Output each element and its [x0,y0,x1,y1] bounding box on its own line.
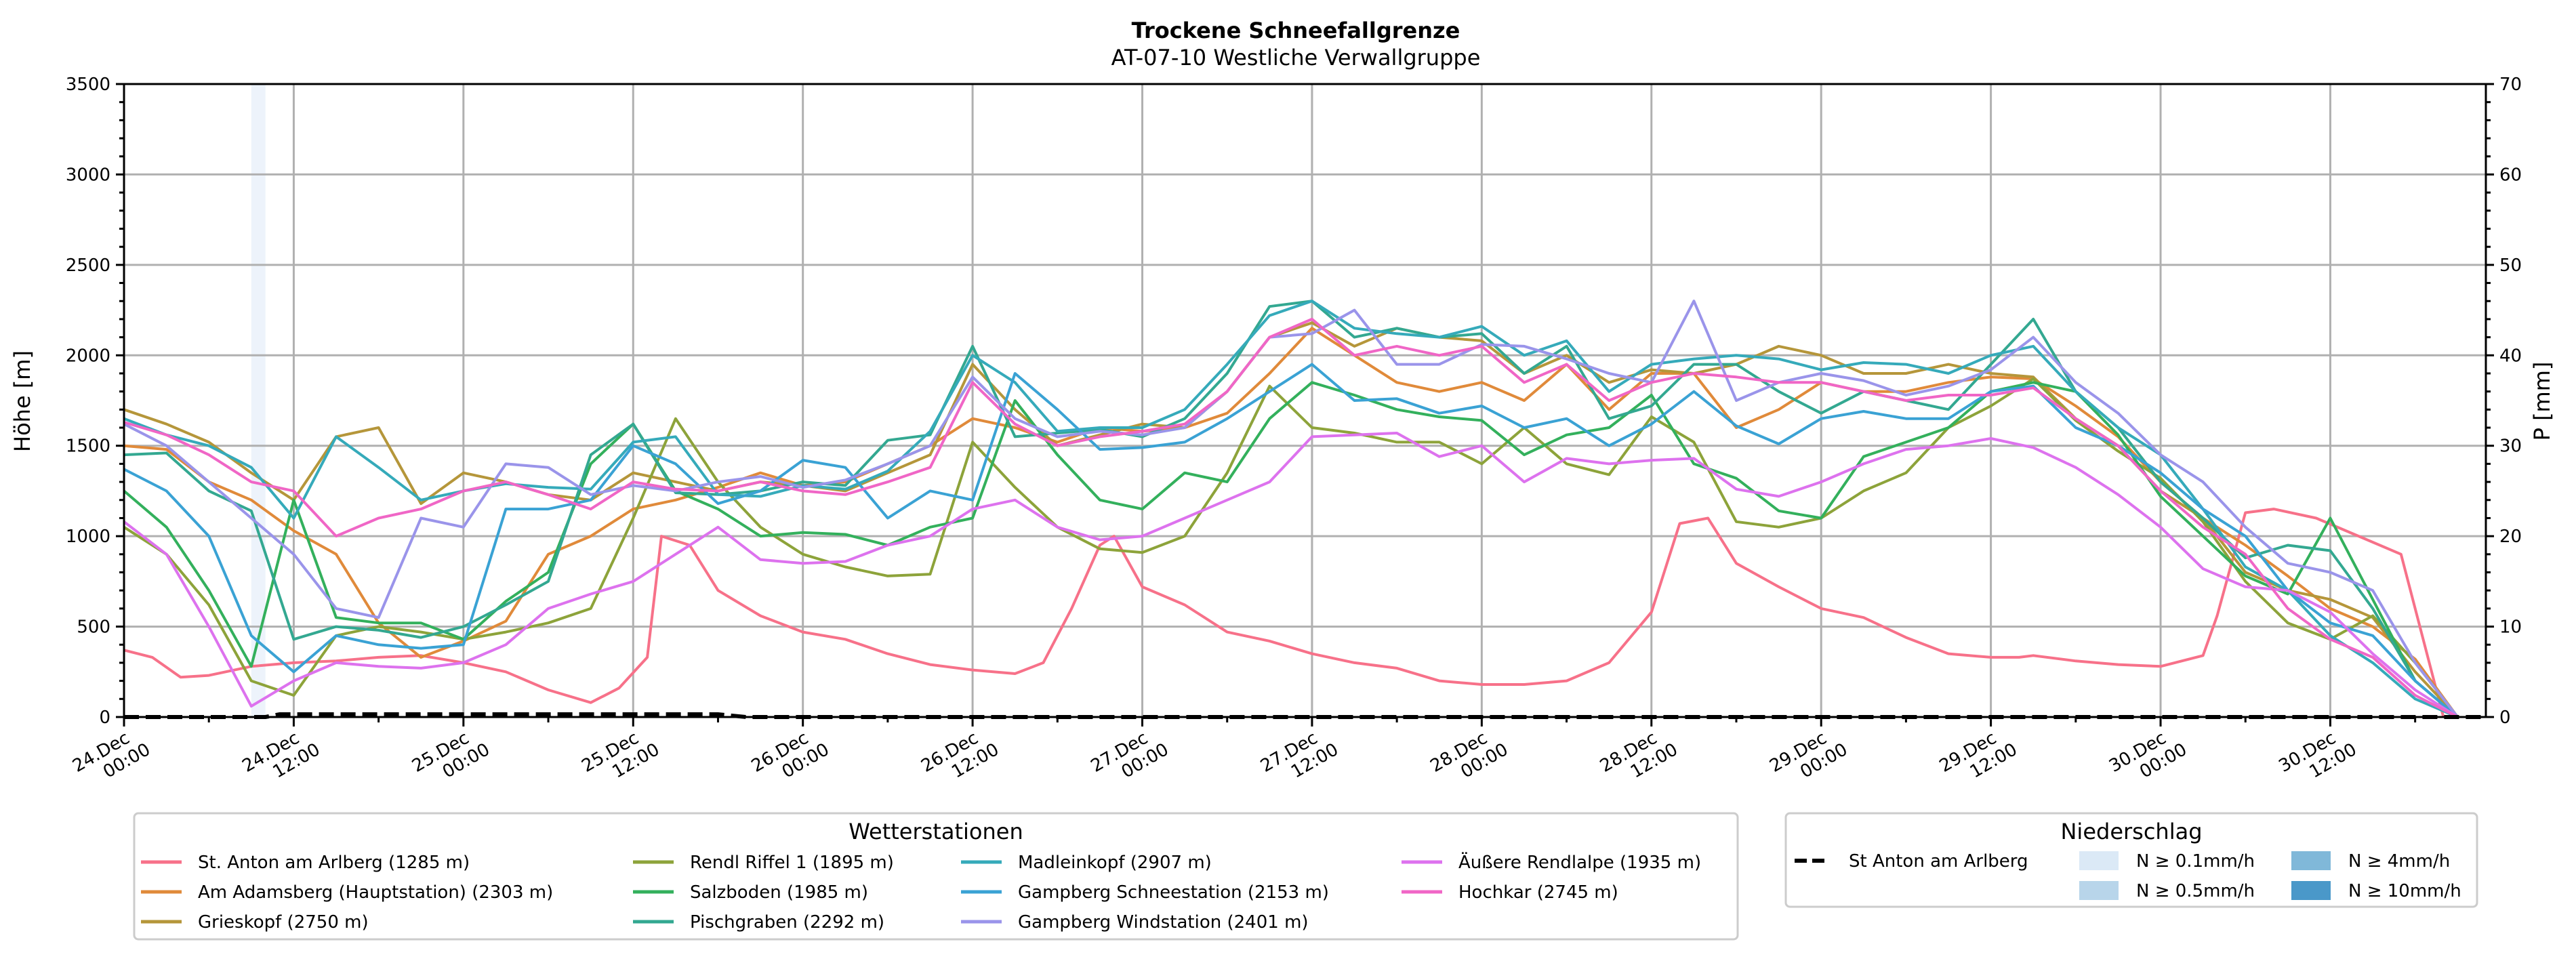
legend-stations: Wetterstationen St. Anton am Arlberg (12… [133,812,1739,941]
legend-label: Äußere Rendlalpe (1935 m) [1458,851,1701,873]
y-axis-label: Höhe [m] [9,350,35,452]
chart-title: Trockene Schneefallgrenze [1132,18,1460,43]
y-tick-label-right: 0 [2499,708,2511,728]
y-tick-label: 2000 [66,346,110,366]
series-line-1 [123,327,2459,718]
y-axis-label-right: P [mm] [2529,362,2555,441]
series-line-8 [123,300,2459,718]
legend-stations-frame [133,812,1739,941]
series-line-5 [123,300,2459,718]
legend-label: St. Anton am Arlberg (1285 m) [198,853,470,873]
y-tick-label-right: 10 [2499,617,2522,638]
y-tick-label-right: 70 [2499,75,2522,95]
y-tick-label-right: 30 [2499,436,2522,457]
legend-precip-swatch [2079,881,2119,900]
y-tick-label: 2500 [66,255,110,276]
legend-label: Grieskopf (2750 m) [198,912,369,933]
y-tick-label: 3500 [66,75,110,95]
legend-precip-swatch [2291,851,2331,870]
legend-stations-title: Wetterstationen [849,819,1023,844]
legend-precip-label: N ≥ 0.1mm/h [2136,851,2255,872]
legend-station-items: St. Anton am Arlberg (1285 m) Am Adamsber… [141,851,1701,933]
axes: 0 500 1000 1500 2000 2500 3000 3500 0 10 20 30 40 50 6… [66,75,2522,783]
y-tick-label: 500 [77,617,110,638]
series-line-0 [123,508,2445,718]
legend-label: Madleinkopf (2907 m) [1018,853,1212,873]
legend-precip-swatch [2079,851,2119,870]
legend-label: Am Adamsberg (Hauptstation) (2303 m) [198,882,553,903]
series-lines [123,300,2459,718]
series-line-10 [123,317,2459,718]
legend-precip-swatch [2291,881,2331,900]
legend-label: Gampberg Schneestation (2153 m) [1018,882,1329,903]
legend-label: Salzboden (1985 m) [690,882,868,903]
plot-frame [123,83,2487,718]
legend-label: Pischgraben (2292 m) [690,912,884,933]
legend-precip-levels: N ≥ 0.1mm/h N ≥ 0.5mm/h N ≥ 4mm/h N ≥ 10mm/… [2079,851,2461,901]
y-tick-label-right: 40 [2499,346,2522,366]
precip-band [251,84,266,717]
legend-label: Rendl Riffel 1 (1895 m) [690,853,894,873]
y-tick-label-right: 50 [2499,255,2522,276]
legend-label: Hochkar (2745 m) [1458,882,1618,903]
legend-precip-label: N ≥ 10mm/h [2348,881,2461,901]
precip-bands [251,84,266,717]
legend-precip: Niederschlag St Anton am Arlberg N ≥ 0.1… [1784,812,2478,908]
legend-precip-label: N ≥ 4mm/h [2348,851,2450,872]
legend-precip-line-label: St Anton am Arlberg [1849,851,2028,872]
series-line-9 [123,432,2459,718]
legend-label: Gampberg Windstation (2401 m) [1018,912,1309,933]
grid [123,83,2486,718]
legend-precip-label: N ≥ 0.5mm/h [2136,881,2255,901]
series-line-4 [123,381,2459,718]
y-tick-label: 1000 [66,527,110,547]
legend-precip-title: Niederschlag [2060,819,2202,844]
y-tick-label: 1500 [66,436,110,457]
y-tick-label-right: 60 [2499,165,2522,185]
y-tick-label: 0 [99,708,110,728]
chart-subtitle: AT-07-10 Westliche Verwallgruppe [1111,45,1481,70]
series-line-7 [123,363,2459,718]
y-tick-label-right: 20 [2499,527,2522,547]
y-tick-label: 3000 [66,165,110,185]
